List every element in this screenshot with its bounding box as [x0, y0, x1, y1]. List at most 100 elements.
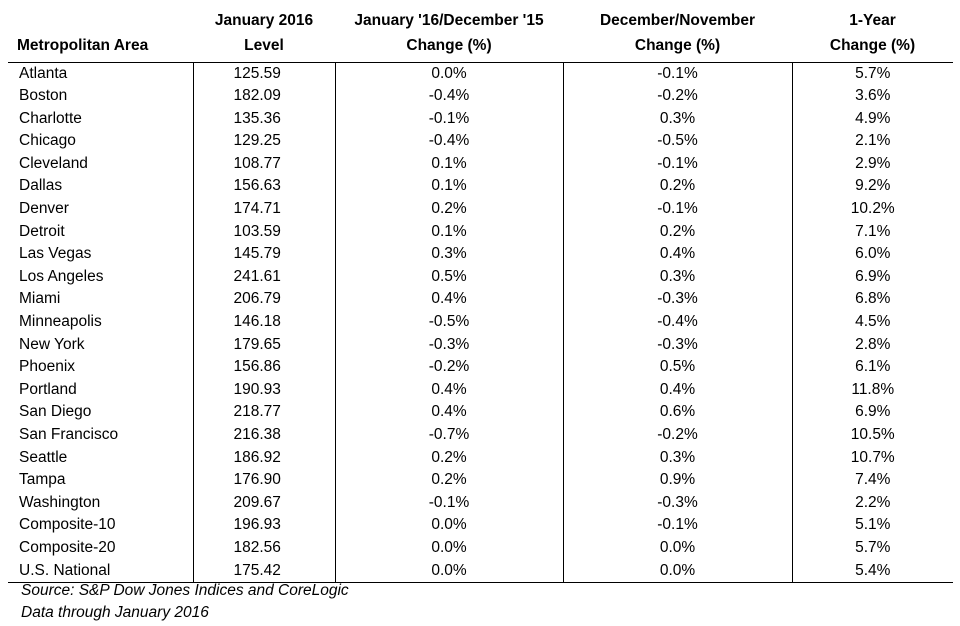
- table-row: Los Angeles 241.61 0.5% 0.3% 6.9%: [8, 265, 953, 289]
- monthly-change-cell: 0.0%: [334, 61, 563, 86]
- monthly-change-cell: 0.2%: [334, 198, 563, 221]
- annual-change-cell: 6.8%: [791, 288, 953, 312]
- monthly-change-cell: 0.2%: [334, 469, 563, 492]
- monthly-change-cell: -0.1%: [334, 491, 563, 515]
- metro-cell: Washington: [19, 493, 101, 511]
- header-level: January 2016 Level: [214, 11, 314, 54]
- annual-change-cell: 3.6%: [791, 85, 953, 108]
- metro-cell: Boston: [19, 87, 68, 105]
- metro-cell: Dallas: [19, 177, 63, 195]
- annual-change-cell: 6.9%: [791, 265, 953, 289]
- monthly-change-cell: 0.2%: [334, 446, 563, 470]
- metro-cell: Miami: [19, 290, 61, 308]
- table-row: New York 179.65 -0.3% -0.3% 2.8%: [8, 333, 953, 357]
- annual-change-cell: 7.1%: [791, 220, 953, 244]
- monthly-change-cell: -0.3%: [334, 333, 563, 357]
- metro-cell: Minneapolis: [19, 313, 102, 331]
- level-cell: 206.79: [192, 288, 335, 312]
- prior-month-change-cell: 0.9%: [562, 469, 792, 492]
- level-cell: 174.71: [192, 198, 335, 221]
- table-row: Chicago 129.25 -0.4% -0.5% 2.1%: [8, 130, 953, 153]
- annual-change-cell: 5.7%: [791, 61, 953, 86]
- level-cell: 209.67: [192, 491, 335, 515]
- annual-change-cell: 11.8%: [791, 378, 953, 402]
- annual-change-cell: 6.9%: [791, 401, 953, 424]
- level-cell: 145.79: [192, 243, 335, 266]
- prior-month-change-cell: -0.3%: [562, 333, 792, 357]
- metro-cell: Chicago: [19, 132, 76, 150]
- level-cell: 196.93: [192, 514, 335, 537]
- prior-month-change-cell: -0.2%: [562, 85, 792, 108]
- annual-change-cell: 2.8%: [791, 333, 953, 357]
- prior-month-change-cell: -0.1%: [562, 61, 792, 86]
- metro-cell: Denver: [19, 200, 69, 218]
- metro-cell: Phoenix: [19, 358, 76, 376]
- prior-month-change-cell: 0.5%: [562, 356, 792, 379]
- annual-change-cell: 4.9%: [791, 107, 953, 131]
- metro-cell: U.S. National: [8, 559, 193, 584]
- prior-month-change-cell: 0.3%: [562, 265, 792, 289]
- monthly-change-cell: 0.1%: [334, 152, 563, 176]
- table-row: Minneapolis 146.18 -0.5% -0.4% 4.5%: [8, 311, 953, 334]
- monthly-change-cell: 0.4%: [334, 288, 563, 312]
- table-row: Washington 209.67 -0.1% -0.3% 2.2%: [8, 491, 953, 515]
- prior-month-change-cell: -0.1%: [562, 152, 792, 176]
- monthly-change-cell: 0.0%: [334, 536, 563, 560]
- annual-change-cell: 2.1%: [791, 130, 953, 153]
- level-cell: 175.42: [192, 559, 335, 584]
- metro-cell: Portland: [19, 380, 77, 398]
- data-through-note: Data through January 2016: [21, 604, 209, 621]
- level-cell: 156.86: [192, 356, 335, 379]
- monthly-change-cell: 0.5%: [334, 265, 563, 289]
- monthly-change-cell: 0.0%: [334, 514, 563, 537]
- metro-cell: Composite-10: [19, 516, 116, 534]
- metro-cell: Atlanta: [8, 61, 193, 86]
- metro-cell: Tampa: [19, 471, 66, 489]
- prior-month-change-cell: 0.2%: [562, 175, 792, 199]
- monthly-change-cell: -0.1%: [334, 107, 563, 131]
- table-row: Charlotte 135.36 -0.1% 0.3% 4.9%: [8, 107, 953, 131]
- header-monthly-change: January '16/December '15 Change (%): [354, 11, 544, 54]
- table-row: Detroit 103.59 0.1% 0.2% 7.1%: [8, 220, 953, 244]
- prior-month-change-cell: -0.3%: [562, 288, 792, 312]
- header-metropolitan-area: Metropolitan Area: [17, 36, 149, 54]
- annual-change-cell: 10.2%: [791, 198, 953, 221]
- annual-change-cell: 6.0%: [791, 243, 953, 266]
- metro-cell: Charlotte: [19, 109, 82, 127]
- level-cell: 176.90: [192, 469, 335, 492]
- table-row: Phoenix 156.86 -0.2% 0.5% 6.1%: [8, 356, 953, 379]
- prior-month-change-cell: 0.6%: [562, 401, 792, 424]
- level-cell: 182.56: [192, 536, 335, 560]
- monthly-change-cell: -0.4%: [334, 130, 563, 153]
- metro-cell: San Diego: [19, 403, 92, 421]
- source-note: Source: S&P Dow Jones Indices and CoreLo…: [21, 582, 349, 599]
- monthly-change-cell: -0.5%: [334, 311, 563, 334]
- metro-cell: Las Vegas: [19, 245, 92, 263]
- metro-cell: Cleveland: [19, 154, 88, 172]
- level-cell: 186.92: [192, 446, 335, 470]
- prior-month-change-cell: 0.4%: [562, 378, 792, 402]
- table-row: Seattle 186.92 0.2% 0.3% 10.7%: [8, 446, 953, 470]
- header-row: Metropolitan Area January 2016 Level Janu…: [8, 0, 953, 62]
- level-cell: 190.93: [192, 378, 335, 402]
- prior-month-change-cell: 0.3%: [562, 446, 792, 470]
- annual-change-cell: 9.2%: [791, 175, 953, 199]
- metro-cell: New York: [19, 335, 85, 353]
- annual-change-cell: 2.9%: [791, 152, 953, 176]
- table-row: Composite-10 196.93 0.0% -0.1% 5.1%: [8, 514, 953, 537]
- prior-month-change-cell: -0.2%: [562, 424, 792, 447]
- table-row: Miami 206.79 0.4% -0.3% 6.8%: [8, 288, 953, 312]
- prior-month-change-cell: 0.0%: [562, 559, 792, 584]
- annual-change-cell: 2.2%: [791, 491, 953, 515]
- prior-month-change-cell: -0.4%: [562, 311, 792, 334]
- monthly-change-cell: -0.7%: [334, 424, 563, 447]
- monthly-change-cell: 0.0%: [334, 559, 563, 584]
- prior-month-change-cell: -0.5%: [562, 130, 792, 153]
- level-cell: 129.25: [192, 130, 335, 153]
- level-cell: 179.65: [192, 333, 335, 357]
- level-cell: 103.59: [192, 220, 335, 244]
- prior-month-change-cell: 0.2%: [562, 220, 792, 244]
- annual-change-cell: 4.5%: [791, 311, 953, 334]
- table-row: Cleveland 108.77 0.1% -0.1% 2.9%: [8, 152, 953, 176]
- level-cell: 216.38: [192, 424, 335, 447]
